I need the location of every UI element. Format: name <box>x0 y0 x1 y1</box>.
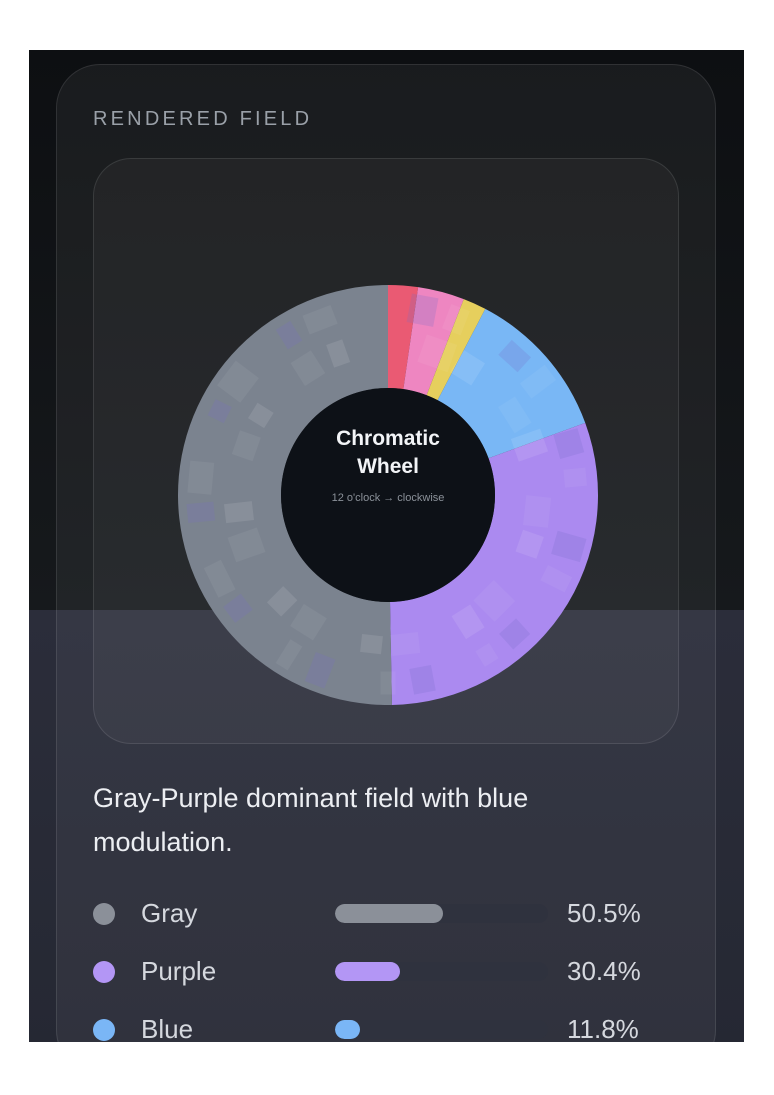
wheel-slice-pink <box>403 287 464 396</box>
wheel-texture-tile <box>360 633 383 655</box>
wheel-slice-yellow <box>426 299 486 401</box>
wheel-texture-tile <box>203 559 236 598</box>
wheel-texture-tile <box>380 671 396 695</box>
wheel-slice-red <box>388 285 419 390</box>
wheel-texture-tile <box>510 428 549 462</box>
wheel-texture-tile <box>498 396 532 434</box>
wheel-texture-tile <box>498 339 531 373</box>
wheel-texture-tile <box>551 530 587 563</box>
wheel-texture-tile <box>473 579 516 622</box>
legend-bar-fill <box>335 1020 361 1039</box>
wheel-texture-tile <box>247 402 274 429</box>
legend-percent: 11.8% <box>567 1014 639 1042</box>
wheel-texture-tile <box>187 460 215 495</box>
legend-bar-track <box>335 1020 548 1039</box>
wheel-texture <box>186 293 587 695</box>
wheel-subtitle: 12 o'clock → clockwise <box>332 492 445 504</box>
wheel-texture-tile <box>475 642 499 667</box>
wheel-texture-tile <box>563 467 587 488</box>
legend-label: Blue <box>141 1014 194 1042</box>
legend-row-gray: Gray 50.5% <box>93 894 693 934</box>
wheel-texture-tile <box>275 639 303 671</box>
wheel-texture-tile <box>223 501 254 524</box>
wheel-texture-tile <box>409 664 436 695</box>
wheel-slices <box>178 285 598 705</box>
wheel-title-line1: Chromatic <box>336 427 440 450</box>
wheel-texture-tile <box>553 428 585 459</box>
wheel-slice-purple <box>390 422 598 705</box>
legend-label: Gray <box>141 898 198 928</box>
legend-swatch <box>93 903 115 925</box>
chart-container: Chromatic Wheel 12 o'clock → clockwise <box>93 158 679 744</box>
wheel-texture-tile <box>417 334 458 373</box>
wheel-texture-tile <box>223 593 253 623</box>
wheel-texture-tile <box>231 430 261 462</box>
app-screen: RENDERED FIELD Chromatic Wheel 12 o'cloc… <box>29 50 744 1042</box>
wheel-slice-gray <box>178 285 392 705</box>
wheel-texture-tile <box>217 360 259 403</box>
legend-percent: 50.5% <box>567 898 641 928</box>
legend-percent: 30.4% <box>567 956 641 986</box>
wheel-texture-tile <box>266 586 298 617</box>
wheel-texture-tile <box>523 495 552 528</box>
wheel-center <box>281 388 495 602</box>
wheel-texture-tile <box>302 304 338 335</box>
card-title: RENDERED FIELD <box>93 108 313 130</box>
legend-bar-track <box>335 904 548 923</box>
wheel-texture-tile <box>519 364 557 399</box>
legend-row-blue: Blue 11.8% <box>93 1010 693 1042</box>
legend-swatch <box>93 961 115 983</box>
wheel-texture-tile <box>441 303 470 336</box>
legend-label: Purple <box>141 956 217 986</box>
chromatic-wheel-chart: Chromatic Wheel 12 o'clock → clockwise <box>178 285 598 705</box>
wheel-texture-tile <box>304 652 336 689</box>
wheel-texture-tile <box>326 339 351 368</box>
wheel-texture-tile <box>406 293 439 327</box>
wheel-texture-tile <box>227 527 266 563</box>
legend-bar-track <box>335 962 548 981</box>
legend-bar-fill <box>335 904 443 923</box>
wheel-texture-tile <box>290 604 327 641</box>
field-description: Gray-Purple dominant field with blue mod… <box>93 783 529 857</box>
wheel-texture-tile <box>451 604 485 640</box>
wheel-texture-tile <box>515 529 544 559</box>
wheel-slice-blue <box>437 308 586 459</box>
wheel-texture-tile <box>450 350 486 386</box>
wheel-texture-tile <box>499 618 531 650</box>
wheel-title-line2: Wheel <box>357 455 419 478</box>
wheel-texture-tile <box>275 320 303 350</box>
legend-bar-fill <box>335 962 400 981</box>
wheel-texture-tile <box>390 631 421 657</box>
legend-row-purple: Purple 30.4% <box>93 952 693 992</box>
wheel-texture-tile <box>186 501 216 524</box>
wheel-texture-tile <box>207 399 232 424</box>
legend-swatch <box>93 1019 115 1041</box>
wheel-texture-tile <box>540 565 573 593</box>
wheel-texture-tile <box>290 350 326 386</box>
